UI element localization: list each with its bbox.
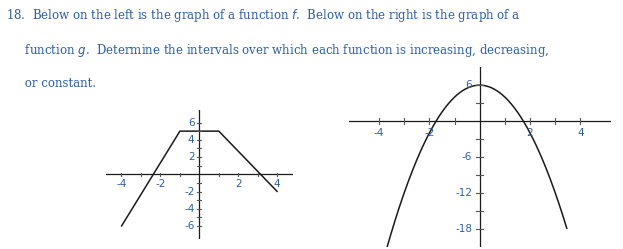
Text: function $g$.  Determine the intervals over which each function is increasing, d: function $g$. Determine the intervals ov… — [6, 42, 549, 59]
Text: 4: 4 — [577, 128, 584, 138]
Text: -2: -2 — [424, 128, 435, 138]
Text: -4: -4 — [184, 204, 194, 214]
Text: 18.  Below on the left is the graph of a function $f$.  Below on the right is th: 18. Below on the left is the graph of a … — [6, 7, 521, 24]
Text: -4: -4 — [117, 179, 126, 189]
Text: -12: -12 — [455, 188, 472, 198]
Text: -2: -2 — [184, 187, 194, 196]
Text: -6: -6 — [184, 221, 194, 231]
Text: 6: 6 — [188, 118, 194, 127]
Text: -18: -18 — [455, 224, 472, 234]
Text: -6: -6 — [462, 152, 472, 162]
Text: 4: 4 — [274, 179, 280, 189]
Text: or constant.: or constant. — [6, 77, 96, 90]
Text: 2: 2 — [526, 128, 533, 138]
Text: -4: -4 — [374, 128, 384, 138]
Text: 4: 4 — [188, 135, 194, 145]
Text: -2: -2 — [155, 179, 166, 189]
Text: 2: 2 — [235, 179, 242, 189]
Text: 6: 6 — [465, 80, 472, 90]
Text: 2: 2 — [188, 152, 194, 162]
